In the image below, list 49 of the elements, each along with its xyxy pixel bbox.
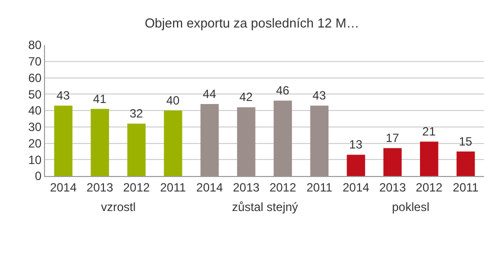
y-tick-label: 70 [28,54,42,69]
bar [54,106,72,176]
y-tick-label: 30 [28,120,42,134]
x-tick-label: 2014 [50,180,77,194]
data-label: 13 [349,138,363,152]
bar [200,104,219,176]
data-label: 17 [386,131,400,146]
bar [420,142,438,176]
bar [310,106,329,176]
data-label: 40 [166,94,180,108]
bar [274,100,292,176]
bar [164,110,182,176]
bar [383,148,402,176]
text: zůstal stejný [232,200,298,214]
x-tick-label: 2012 [416,180,443,194]
text: vzrostl [101,200,136,214]
x-tick-label: 2014 [196,180,224,194]
x-tick-label: 2013 [232,180,260,194]
x-tick-label: 2011 [160,180,186,194]
data-label: 43 [312,88,326,103]
bar [90,108,110,176]
y-tick-label: 10 [28,152,42,167]
y-tick-label: 60 [28,70,42,85]
data-label: 43 [56,88,70,103]
y-tick-label: 50 [28,87,42,102]
bar [456,151,475,176]
data-label: 32 [130,106,144,121]
y-tick-label: 20 [28,136,42,150]
text: poklesl [392,200,430,214]
chart-title: Objem exportu za posledních 12 M… [144,15,360,30]
bar [346,154,366,176]
bar [237,107,256,176]
data-label: 46 [276,84,290,98]
data-label: 15 [458,134,473,148]
x-tick-label: 2014 [342,180,370,194]
data-label: 42 [239,90,254,104]
x-tick-label: 2012 [269,180,296,194]
bar [127,124,146,176]
y-tick-label: 80 [28,38,42,52]
y-tick-label: 40 [28,104,42,118]
x-tick-label: 2011 [306,180,333,194]
data-label: 21 [422,124,436,139]
x-tick-label: 2011 [452,180,479,194]
data-label: 44 [202,86,216,101]
data-label: 41 [93,92,107,106]
x-tick-label: 2012 [123,180,150,194]
x-tick-label: 2013 [379,180,406,194]
x-tick-label: 2013 [86,180,114,194]
y-tick-label: 0 [34,169,42,184]
